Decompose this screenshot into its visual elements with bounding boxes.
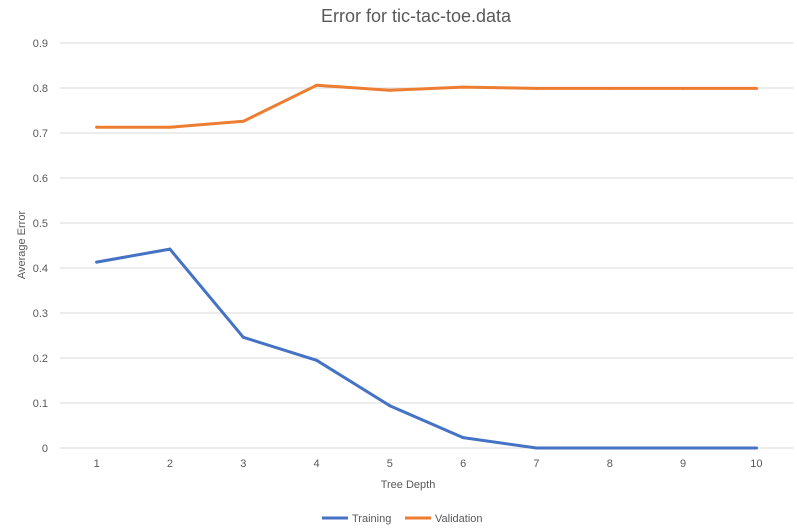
data-point-training — [168, 247, 172, 251]
data-point-validation — [608, 86, 612, 90]
x-tick-labels: 1 2 3 4 5 6 7 8 9 10 — [94, 458, 763, 470]
y-tick-label: 0.3 — [33, 308, 48, 320]
y-tick-labels: 0 0.1 0.2 0.3 0.4 0.5 0.6 0.7 0.8 0.9 — [33, 38, 48, 455]
legend-label-training: Training — [352, 513, 391, 525]
x-tick-label: 8 — [607, 458, 613, 470]
data-point-training — [754, 446, 758, 450]
x-tick-label: 10 — [750, 458, 762, 470]
data-point-training — [95, 260, 99, 264]
data-point-training — [461, 436, 465, 440]
data-point-training — [315, 358, 319, 362]
x-tick-label: 5 — [387, 458, 393, 470]
x-tick-label: 4 — [313, 458, 319, 470]
data-point-training — [608, 446, 612, 450]
data-point-validation — [534, 86, 538, 90]
data-point-validation — [168, 125, 172, 129]
y-tick-label: 0.2 — [33, 353, 48, 365]
data-point-validation — [95, 125, 99, 129]
x-tick-label: 2 — [167, 458, 173, 470]
data-point-validation — [315, 83, 319, 87]
x-tick-label: 3 — [240, 458, 246, 470]
data-point-validation — [754, 86, 758, 90]
y-axis-label: Average Error — [16, 211, 28, 280]
data-point-training — [534, 446, 538, 450]
y-tick-label: 0 — [42, 443, 48, 455]
x-tick-label: 7 — [533, 458, 539, 470]
chart-title: Error for tic-tac-toe.data — [321, 6, 512, 26]
y-tick-label: 0.9 — [33, 38, 48, 50]
y-tick-label: 0.6 — [33, 173, 48, 185]
data-point-validation — [681, 86, 685, 90]
series-line-validation — [95, 83, 758, 129]
y-tick-label: 0.8 — [33, 83, 48, 95]
series-lines — [95, 83, 758, 450]
data-point-training — [388, 404, 392, 408]
legend-label-validation: Validation — [435, 513, 483, 525]
x-tick-label: 1 — [94, 458, 100, 470]
x-axis-label: Tree Depth — [381, 479, 436, 491]
series-line-training — [95, 247, 758, 450]
data-point-training — [241, 335, 245, 339]
y-tick-label: 0.1 — [33, 398, 48, 410]
y-tick-label: 0.7 — [33, 128, 48, 140]
grid-lines — [60, 42, 793, 449]
y-tick-label: 0.4 — [33, 263, 48, 275]
y-tick-label: 0.5 — [33, 218, 48, 230]
x-tick-label: 9 — [680, 458, 686, 470]
x-tick-label: 6 — [460, 458, 466, 470]
data-point-validation — [241, 119, 245, 123]
data-point-validation — [461, 85, 465, 89]
data-point-validation — [388, 88, 392, 92]
data-point-training — [681, 446, 685, 450]
legend: Training Validation — [322, 513, 483, 525]
